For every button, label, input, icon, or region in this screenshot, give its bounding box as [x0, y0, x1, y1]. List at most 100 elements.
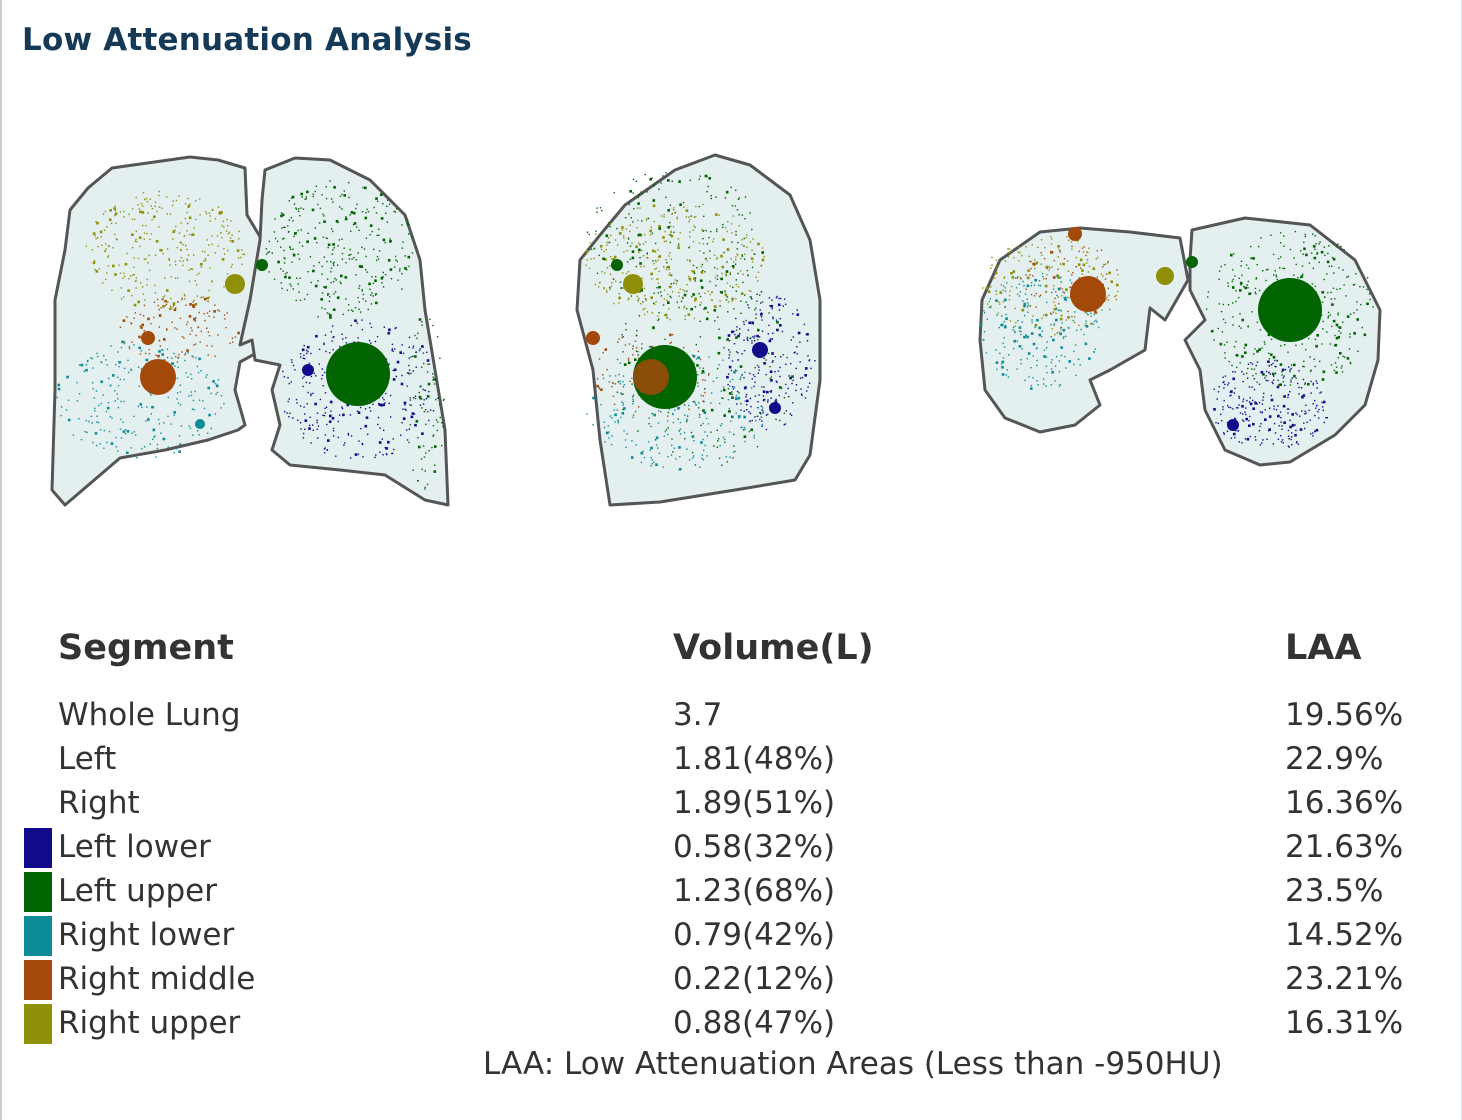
- laa-voxel: [1240, 284, 1242, 286]
- laa-voxel: [1294, 424, 1296, 426]
- laa-voxel: [333, 261, 335, 264]
- laa-voxel: [1019, 276, 1022, 279]
- laa-voxel: [401, 422, 403, 424]
- laa-voxel: [132, 274, 134, 276]
- laa-voxel: [1021, 254, 1023, 257]
- laa-voxel: [994, 271, 998, 275]
- laa-voxel: [1252, 257, 1255, 260]
- laa-voxel: [424, 486, 426, 489]
- laa-voxel: [195, 218, 197, 221]
- laa-voxel: [427, 363, 429, 365]
- laa-voxel: [649, 449, 651, 451]
- laa-voxel: [700, 424, 702, 427]
- laa-voxel: [1037, 246, 1039, 249]
- laa-voxel: [165, 300, 167, 302]
- laa-voxel: [657, 315, 659, 317]
- laa-voxel: [1050, 336, 1052, 338]
- laa-voxel: [326, 260, 328, 263]
- laa-voxel: [292, 253, 296, 257]
- laa-voxel: [172, 238, 174, 240]
- laa-voxel: [329, 295, 331, 298]
- laa-voxel: [698, 414, 701, 416]
- laa-voxel: [1010, 250, 1013, 252]
- laa-voxel: [433, 445, 437, 448]
- laa-voxel: [1102, 266, 1104, 268]
- laa-voxel: [115, 222, 117, 224]
- laa-voxel: [729, 380, 731, 383]
- laa-voxel: [691, 270, 693, 272]
- laa-voxel: [322, 213, 324, 215]
- laa-voxel: [365, 255, 367, 258]
- laa-voxel: [227, 249, 229, 252]
- laa-voxel: [311, 208, 315, 212]
- laa-voxel: [694, 306, 697, 308]
- laa-voxel: [724, 291, 726, 294]
- laa-voxel: [154, 201, 157, 203]
- laa-voxel: [692, 264, 695, 267]
- laa-voxel: [704, 431, 706, 433]
- laa-voxel: [771, 338, 774, 340]
- laa-voxel: [776, 295, 778, 298]
- laa-voxel: [1073, 321, 1076, 324]
- laa-voxel: [176, 277, 179, 279]
- laa-voxel: [296, 402, 298, 404]
- laa-voxel: [117, 406, 120, 409]
- laa-voxel: [297, 283, 299, 285]
- laa-voxel: [1262, 396, 1265, 398]
- laa-voxel: [1244, 343, 1248, 347]
- laa-voxel: [1020, 359, 1022, 361]
- laa-voxel: [658, 225, 661, 228]
- laa-voxel: [1315, 428, 1319, 432]
- laa-voxel: [676, 218, 678, 220]
- laa-voxel: [1116, 283, 1119, 287]
- laa-voxel: [770, 379, 773, 382]
- laa-voxel: [166, 213, 168, 215]
- laa-voxel: [698, 242, 701, 244]
- laa-voxel: [1016, 277, 1019, 279]
- laa-voxel: [298, 208, 300, 210]
- laa-voxel: [623, 251, 625, 253]
- laa-voxel: [625, 446, 627, 448]
- laa-voxel: [173, 411, 176, 414]
- laa-voxel: [737, 352, 739, 354]
- laa-voxel: [667, 293, 669, 296]
- laa-voxel: [133, 273, 135, 276]
- laa-voxel: [1334, 334, 1336, 337]
- laa-voxel: [119, 272, 122, 274]
- laa-voxel: [728, 410, 731, 413]
- laa-voxel: [1046, 347, 1048, 349]
- laa-voxel: [612, 278, 615, 280]
- laa-voxel: [325, 186, 327, 188]
- laa-voxel: [356, 226, 358, 228]
- laa-voxel: [1090, 323, 1092, 325]
- laa-voxel: [339, 281, 341, 283]
- laa-voxel: [1023, 335, 1026, 339]
- laa-voxel: [211, 281, 213, 283]
- laa-voxel: [307, 271, 309, 273]
- laa-voxel: [1004, 260, 1007, 262]
- laa-voxel: [627, 359, 630, 361]
- laa-voxel: [369, 234, 371, 236]
- laa-voxel: [695, 216, 697, 218]
- laa-voxel: [429, 318, 431, 321]
- laa-voxel: [710, 402, 712, 404]
- laa-voxel: [741, 426, 743, 428]
- laa-voxel: [1232, 371, 1234, 373]
- laa-voxel: [611, 258, 613, 260]
- laa-voxel: [728, 349, 730, 351]
- laa-voxel: [306, 352, 308, 355]
- laa-voxel: [762, 407, 764, 409]
- laa-voxel: [139, 353, 142, 355]
- laa-voxel: [983, 310, 985, 312]
- color-swatch-right-upper: [24, 1004, 52, 1044]
- laa-voxel: [170, 276, 172, 278]
- laa-voxel: [123, 216, 125, 218]
- laa-voxel: [310, 394, 312, 397]
- laa-voxel: [1213, 408, 1216, 411]
- laa-voxel: [350, 309, 353, 311]
- laa-voxel: [102, 282, 104, 284]
- laa-voxel: [663, 216, 665, 218]
- laa-voxel: [1026, 357, 1028, 360]
- laa-voxel: [1045, 313, 1048, 317]
- laa-voxel: [1039, 295, 1041, 298]
